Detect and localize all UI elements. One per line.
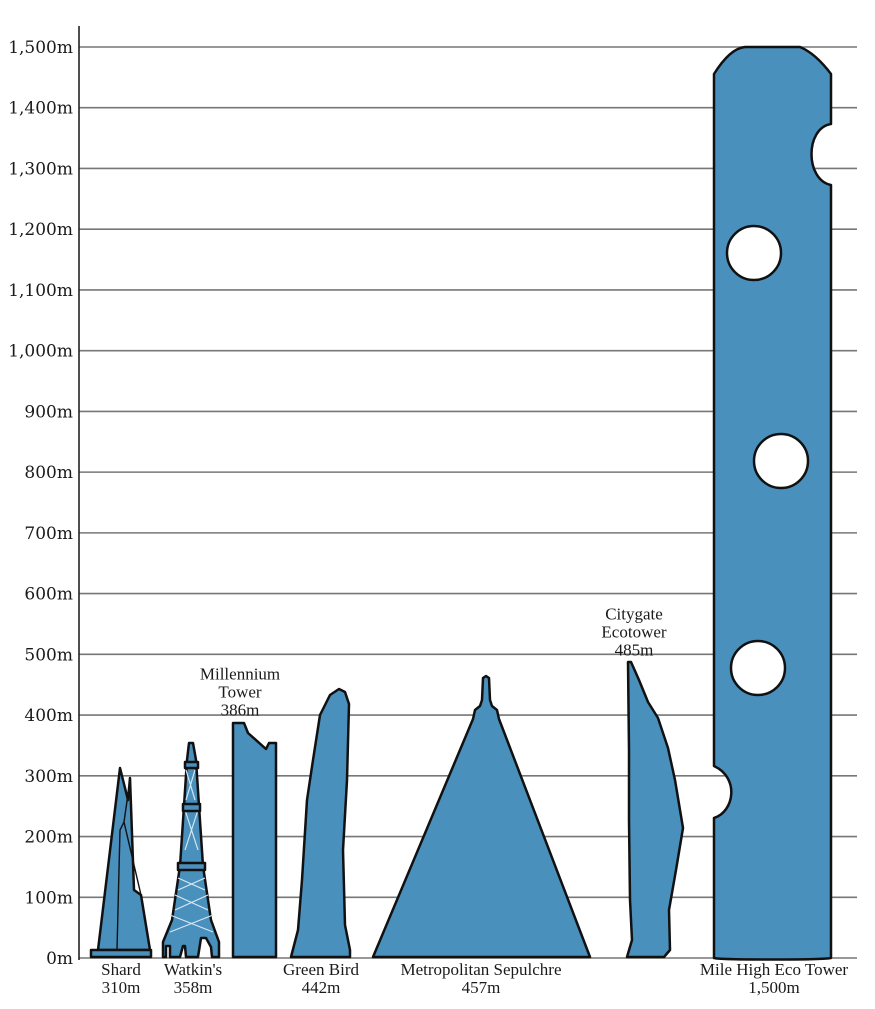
y-tick-label: 1,300m	[8, 159, 73, 179]
y-tick-label: 0m	[46, 949, 73, 969]
y-tick-label: 400m	[24, 706, 73, 726]
building-height-label: 1,500m	[748, 978, 799, 997]
building-name-label: Green Bird	[283, 960, 360, 979]
y-tick-label: 600m	[24, 585, 73, 605]
building-name-label: Mile High Eco Tower	[700, 960, 848, 979]
wind-turbine-opening	[725, 224, 783, 282]
building-name-label: Citygate	[605, 604, 663, 623]
building-watkins-tower	[161, 741, 221, 959]
y-tick-label: 300m	[24, 767, 73, 787]
y-tick-label: 500m	[24, 645, 73, 665]
building-name-label: Metropolitan Sepulchre	[401, 960, 562, 979]
y-axis-tick-labels: 0m 100m 200m 300m 400m 500m 600m 700m 800m 900m 1,…	[8, 38, 73, 969]
building-name-label: Ecotower	[601, 622, 666, 641]
y-tick-label: 800m	[24, 463, 73, 483]
building-height-label: 386m	[221, 701, 260, 720]
building-green-bird	[289, 687, 352, 959]
building-metropolitan-sepulchre	[371, 674, 592, 959]
wind-turbine-opening	[752, 432, 810, 490]
y-tick-label: 200m	[24, 828, 73, 848]
wind-turbine-opening	[729, 639, 787, 697]
y-tick-label: 1,100m	[8, 281, 73, 301]
building-name-label: Shard	[101, 960, 141, 979]
y-tick-label: 900m	[24, 402, 73, 422]
y-tick-label: 1,000m	[8, 342, 73, 362]
building-millennium-tower	[231, 721, 278, 959]
building-height-label: 457m	[462, 978, 501, 997]
y-tick-label: 1,400m	[8, 99, 73, 119]
building-shard	[89, 766, 153, 959]
building-height-label: 485m	[615, 640, 654, 659]
building-height-label: 310m	[102, 978, 141, 997]
building-citygate-ecotower	[625, 660, 685, 959]
building-name-label: Tower	[218, 683, 262, 702]
building-name-label: Millennium	[200, 665, 280, 684]
y-tick-label: 1,200m	[8, 220, 73, 240]
building-height-label: 358m	[174, 978, 213, 997]
building-name-label: Watkin's	[164, 960, 222, 979]
y-tick-label: 1,500m	[8, 38, 73, 58]
building-height-label: 442m	[302, 978, 341, 997]
building-mile-high-eco-tower	[712, 45, 833, 961]
y-tick-label: 700m	[24, 524, 73, 544]
y-tick-label: 100m	[24, 888, 73, 908]
